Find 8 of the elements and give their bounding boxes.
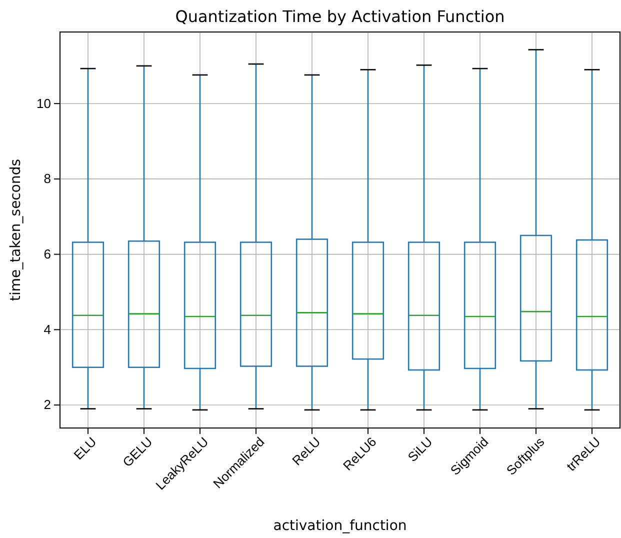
y-tick-label: 4 [44,322,51,337]
x-axis-title: activation_function [273,518,407,534]
y-tick-label: 2 [44,397,51,412]
y-tick-label: 10 [36,96,51,111]
y-tick-label: 6 [44,246,51,262]
y-axis-title: time_taken_seconds [8,158,24,302]
chart-title: Quantization Time by Activation Function [175,7,505,26]
y-tick-label: 8 [44,171,51,186]
